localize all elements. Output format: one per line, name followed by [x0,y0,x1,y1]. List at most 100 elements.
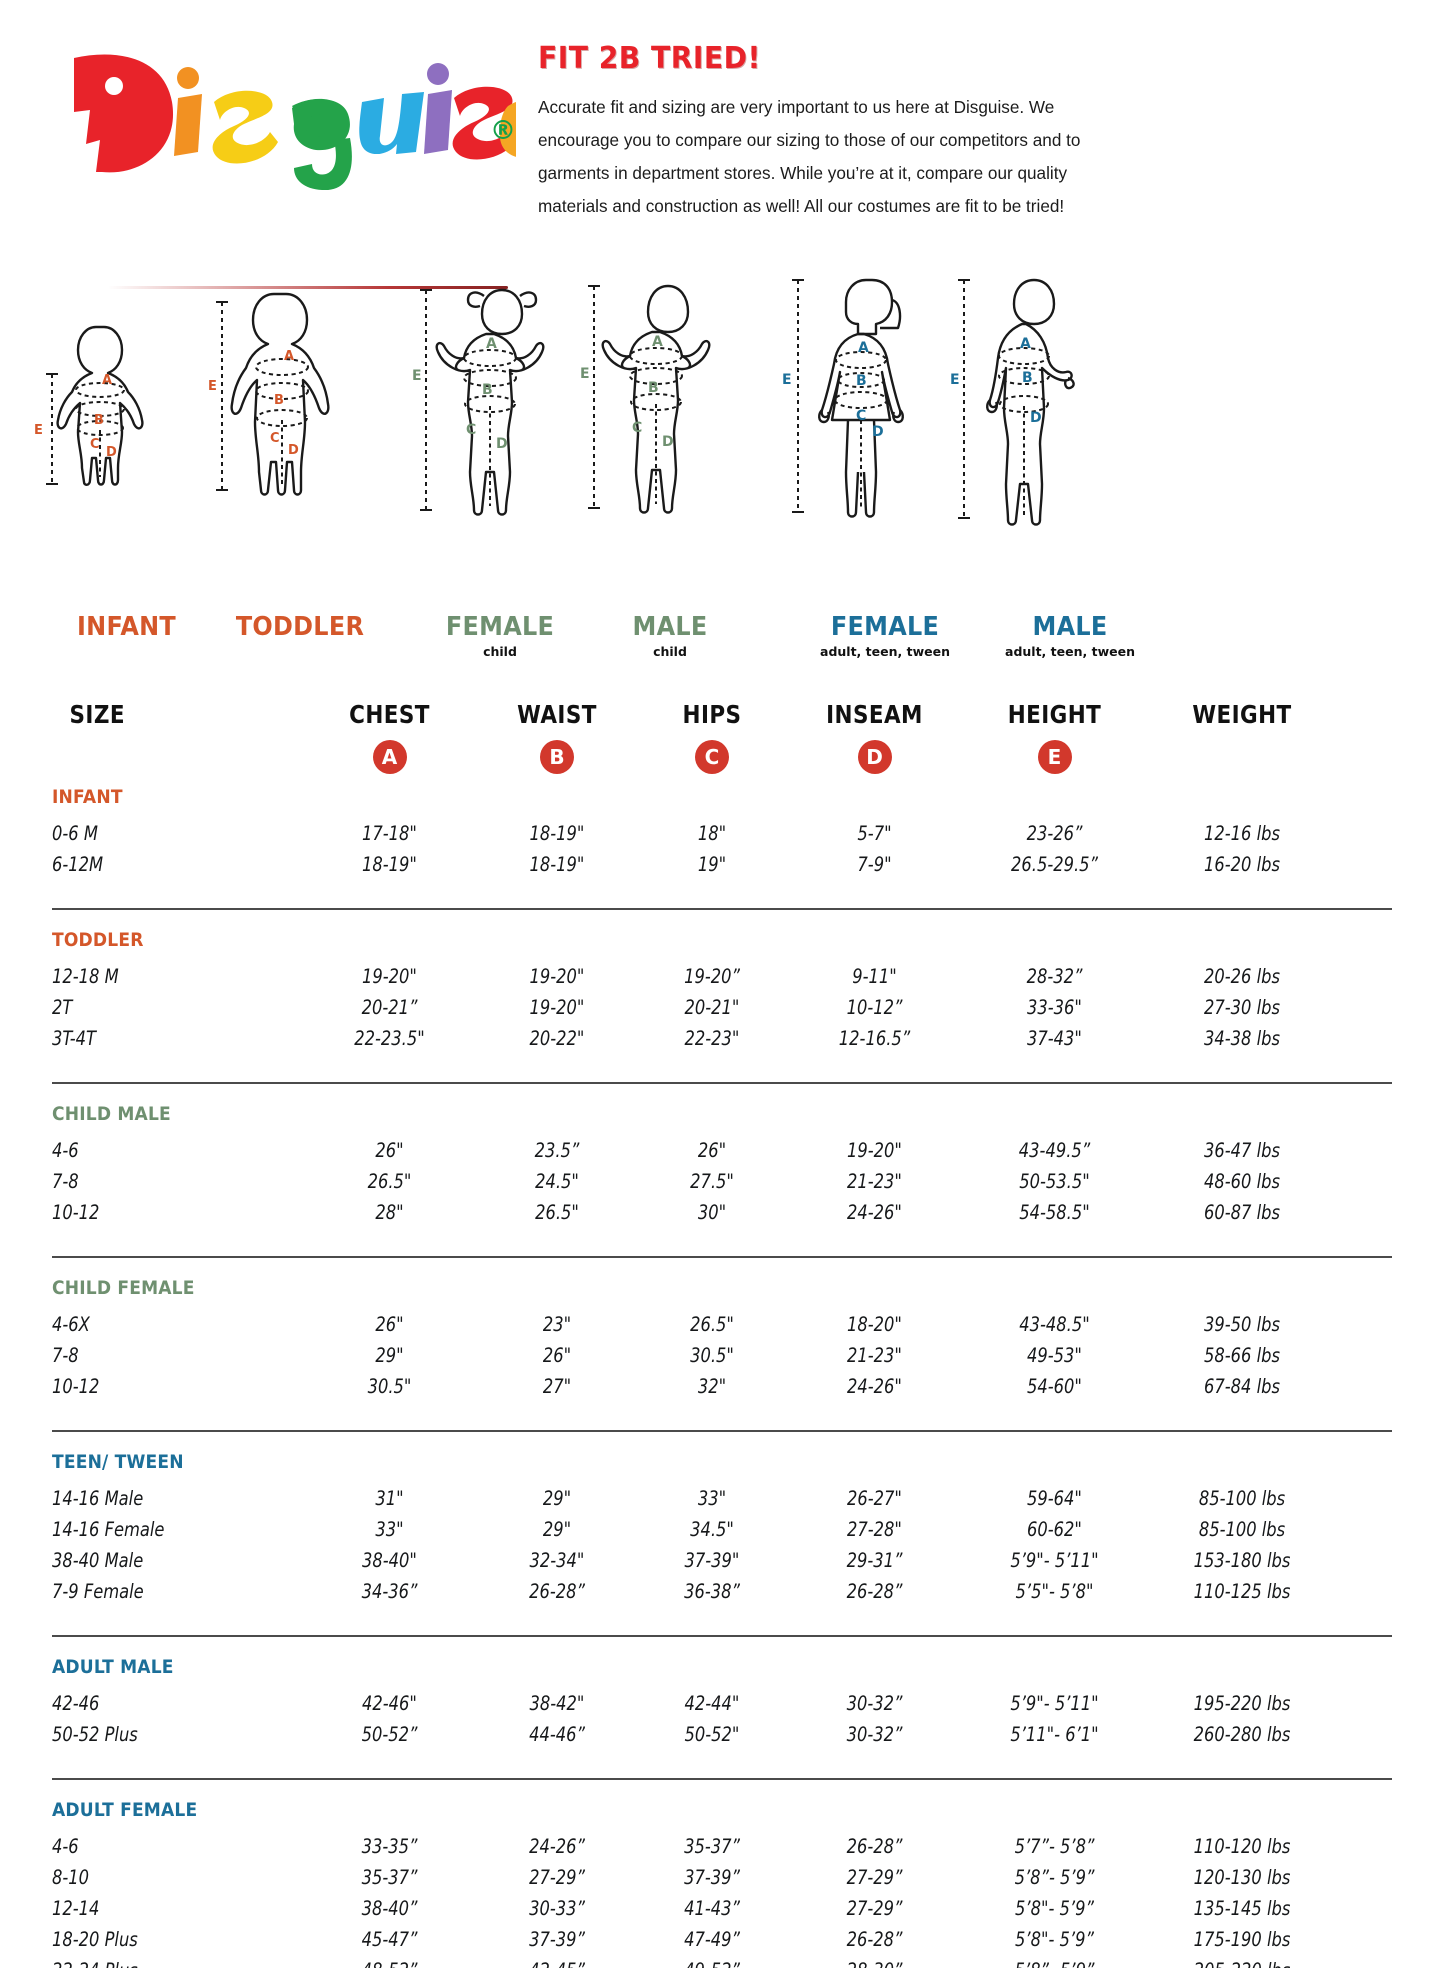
cell-hips: 20-21" [684,996,740,1019]
table-row: 4-6 26" 23.5” 26" 19-20" 43-49.5” 36-47 lbs [52,1139,1392,1170]
section-title: TEEN/ TWEEN [52,1451,184,1473]
measure-badge-e: E [962,740,1147,774]
caption-infant-label: INFANT [76,612,177,642]
table-row: 10-12 28" 26.5" 30" 24-26" 54-58.5" 60-87 lbs [52,1201,1392,1232]
svg-text:A: A [284,349,294,364]
cell-weight: 58-66 lbs [1204,1344,1280,1367]
cell-hips: 41-43” [684,1897,740,1920]
svg-text:A: A [858,340,869,356]
figure-captions: INFANT TODDLER FEMALE child MALE child F… [0,612,1445,672]
table-row: 22-24 Plus 48-52” 42-45” 49-52” 28-30” 5’8”- … [52,1959,1392,1968]
female-child-body-diagram: A B C D E [412,288,545,516]
cell-hips: 32" [697,1375,727,1398]
cell-chest: 38-40" [362,1549,417,1572]
cell-inseam: 9-11" [852,965,897,988]
table-row: 12-18 M 19-20" 19-20" 19-20” 9-11" 28-32” 20-2… [52,965,1392,996]
svg-text:E: E [782,372,792,388]
section-spacer [52,1406,1392,1424]
cell-inseam: 30-32” [846,1723,903,1746]
cell-hips: 50-52" [684,1723,740,1746]
cell-size: 4-6 [52,1139,79,1162]
cell-chest: 22-23.5" [354,1027,425,1050]
figure-female-adult: A B C D E [780,272,995,542]
section-title: INFANT [52,786,123,808]
cell-waist: 26-28” [529,1580,585,1603]
cell-waist: 23" [542,1313,572,1336]
cell-inseam: 24-26" [847,1201,902,1224]
svg-text:C: C [466,422,476,438]
male-adult-body-diagram: A B D E [950,278,1075,526]
cell-waist: 38-42" [529,1692,585,1715]
cell-height: 5’5"- 5’8" [1015,1580,1094,1603]
cell-chest: 28" [375,1201,404,1224]
cell-size: 10-12 [52,1201,100,1224]
svg-text:D: D [1030,410,1042,426]
cell-chest: 33" [375,1518,404,1541]
cell-inseam: 24-26" [847,1375,902,1398]
svg-text:E: E [208,379,217,394]
cell-chest: 29" [375,1344,404,1367]
cell-inseam: 26-27" [847,1487,902,1510]
cell-hips: 42-44" [684,1692,740,1715]
table-row: 14-16 Female 33" 29" 34.5" 27-28" 60-62" 85-10… [52,1518,1392,1549]
cell-height: 5’7”- 5’8” [1014,1835,1095,1858]
column-header-chest: CHEST [349,700,430,729]
svg-text:B: B [856,373,867,389]
table-row: 3T-4T 22-23.5" 20-22" 22-23" 12-16.5” 37-43" 3… [52,1027,1392,1058]
cell-size: 38-40 Male [52,1549,144,1572]
header-text-block: FIT 2B TRIED! Accurate fit and sizing ar… [538,42,1108,223]
table-row: 7-9 Female 34-36” 26-28” 36-38” 26-28” 5’5"- … [52,1580,1392,1611]
cell-weight: 48-60 lbs [1204,1170,1280,1193]
table-row: 0-6 M 17-18" 18-19" 18" 5-7" 23-26” 12-16 lbs [52,822,1392,853]
cell-height: 5’11"- 6’1" [1010,1723,1099,1746]
section-title: CHILD FEMALE [52,1277,195,1299]
svg-text:B: B [274,393,284,408]
cell-height: 28-32” [1026,965,1083,988]
svg-text:E: E [34,423,43,438]
cell-hips: 27.5" [690,1170,734,1193]
svg-text:B: B [482,382,493,398]
cell-hips: 26.5" [690,1313,734,1336]
cell-inseam: 21-23" [847,1170,902,1193]
cell-chest: 50-52” [361,1723,418,1746]
column-header-weight: WEIGHT [1192,700,1292,729]
cell-inseam: 28-30” [793,1959,956,1968]
cell-height: 23-26” [1026,822,1083,845]
section-spacer [52,1754,1392,1772]
caption-toddler: TODDLER [200,612,400,642]
caption-female-adult: FEMALE adult, teen, tween [770,612,1000,659]
male-child-body-diagram: A B C D E [580,284,711,514]
section-header-child-male: CHILD MALE [52,1103,1392,1139]
svg-text:D: D [872,424,884,440]
svg-text:B: B [94,413,104,428]
cell-hips: 34.5" [690,1518,734,1541]
cell-height: 54-58.5" [1019,1201,1090,1224]
cell-waist: 19-20" [529,996,585,1019]
cell-size: 6-12M [52,853,104,876]
table-row: 7-8 29" 26" 30.5" 21-23" 49-53" 58-66 lbs [52,1344,1392,1375]
cell-waist: 27-29” [529,1866,585,1889]
cell-height: 5’8”- 5’9” [1014,1866,1095,1889]
header-paragraph: Accurate fit and sizing are very importa… [538,97,1081,216]
cell-size: 50-52 Plus [52,1723,138,1746]
svg-text:A: A [486,336,497,352]
section-spacer [52,1611,1392,1629]
cell-chest: 20-21” [361,996,418,1019]
cell-chest: 26.5" [367,1170,412,1193]
column-header-size: SIZE [69,700,125,729]
section-divider [52,902,1392,916]
cell-height: 43-49.5” [1018,1139,1091,1162]
cell-chest: 30.5" [367,1375,412,1398]
cell-waist: 18-19" [529,853,585,876]
cell-weight: 120-130 lbs [1193,1866,1291,1889]
cell-size: 7-9 Female [52,1580,144,1603]
cell-weight: 85-100 lbs [1198,1518,1286,1541]
cell-weight: 36-47 lbs [1204,1139,1280,1162]
svg-text:E: E [580,366,590,382]
cell-inseam: 27-29” [846,1897,903,1920]
cell-waist: 20-22" [529,1027,585,1050]
cell-inseam: 26-28” [846,1835,903,1858]
section-header-adult-male: ADULT MALE [52,1656,1392,1692]
